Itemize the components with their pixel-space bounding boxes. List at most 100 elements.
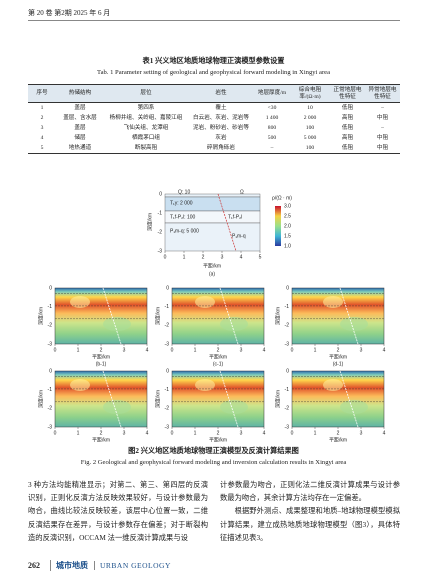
y-tick-label: -2 (48, 406, 53, 412)
table-cell: 低阻 (341, 104, 354, 111)
y-tick-label: 0 (49, 285, 52, 291)
anomaly (323, 379, 343, 391)
panel-label: (b-1) (96, 361, 107, 367)
x-tick-label: 2 (100, 347, 103, 353)
x-tick-label: 1 (183, 254, 186, 260)
inversion-image (291, 370, 385, 428)
table-cell: 储层 (74, 134, 86, 141)
table-cell: 杨柳井组、关岭组、嘉陵江组 (109, 114, 183, 121)
x-tick-label: 1 (77, 347, 80, 353)
model-label: Q: 10 (178, 189, 190, 195)
x-axis-label: 平距/km (92, 437, 110, 443)
table-cell: 地热通道 (56, 143, 104, 154)
x-tick-label: 1 (77, 430, 80, 436)
table-cell: 5 000 (303, 134, 317, 141)
x-tick-label: 4 (146, 347, 149, 353)
journal-name-en: URBAN GEOLOGY (94, 561, 171, 570)
anomaly (195, 296, 215, 308)
y-tick-label: -2 (48, 323, 53, 329)
panel-label: (c-1) (213, 361, 224, 367)
y-tick-label: -2 (165, 323, 170, 329)
y-tick-label: -1 (285, 304, 290, 310)
colorbar-title: ρ/(Ω · m) (272, 195, 292, 201)
colorbar-tick-label: 2.0 (284, 223, 291, 229)
table-cell: 泥岩、粉砂岩、砂岩等 (193, 124, 249, 131)
figure-caption-en: Fig. 2 Geological and geophysical forwar… (80, 459, 347, 466)
x-tick-label: 1 (314, 347, 317, 353)
x-tick-label: 0 (54, 347, 57, 353)
y-tick-label: 0 (49, 368, 52, 374)
header-rule (28, 20, 400, 21)
x-tick-label: 5 (259, 254, 262, 260)
parameter-table: 序号 热储结构 层位 岩性 地层厚度/m 综合电阻率/(Ω·m) 正常地层电性特征 异常地层电… (28, 84, 400, 154)
x-tick-label: 4 (263, 347, 266, 353)
anomaly (103, 317, 131, 331)
table-cell: – (254, 143, 290, 154)
x-axis-label: 平距/km (203, 263, 221, 269)
table-cell: 碎屑角砾岩 (188, 143, 254, 154)
model-label: T₁f-P₂l: 100 (170, 214, 196, 220)
anomaly (195, 379, 215, 391)
y-tick-label: -3 (48, 341, 53, 347)
column-header: 综合电阻率/(Ω·m) (290, 84, 330, 103)
inversion-panel: 0 1 2 3 4 0 -1 -2 -3 深度/km 平距/km(d-1) (274, 285, 385, 367)
inversion-image (171, 370, 265, 428)
colorbar-tick-label: 3.0 (284, 203, 291, 209)
table-cell: 覆土 (215, 104, 227, 111)
table-cell: 盖层、含水层 (63, 114, 97, 121)
inversion-image (171, 287, 265, 345)
y-axis-label: 深度/km (274, 307, 281, 325)
y-tick-label: -1 (158, 210, 163, 216)
table-cell: 3 (40, 124, 44, 131)
table-cell: 高阻 (341, 134, 354, 141)
y-tick-label: -3 (165, 424, 170, 430)
inversion-image (291, 287, 385, 345)
table-cell: 10 (307, 104, 313, 111)
table-cell: <30 (267, 104, 277, 111)
colorbar (275, 206, 281, 246)
table-cell: 1 400 (265, 114, 279, 121)
fault-line (339, 370, 359, 428)
table-title-en: Tab. 1 Parameter setting of geological a… (97, 69, 330, 76)
y-axis-label: 深度/km (146, 213, 153, 231)
table-cell: 低阻 (341, 124, 354, 131)
y-tick-label: -2 (285, 323, 290, 329)
table-cell: 5 (28, 143, 56, 154)
running-header: 第 20 卷 第2期 2025 年 6 月 (28, 9, 111, 17)
x-tick-label: 4 (383, 430, 386, 436)
table-title: 表1 兴义地区地质地球物理正演模型参数设置 (142, 57, 285, 65)
journal-name: 城市地质 (50, 560, 88, 571)
y-tick-label: -3 (158, 248, 163, 254)
colorbar-tick-label: 2.5 (284, 213, 291, 219)
table-row: 3 盖层 飞仙关组、龙潭组 泥岩、粉砂岩、砂岩等 800 100 低阻 – (28, 123, 400, 133)
table-row: 1 盖层 第四系 覆土 <30 10 低阻 – (28, 103, 400, 114)
table-cell: 灰岩 (215, 134, 227, 141)
y-axis-label: 深度/km (37, 307, 44, 325)
fault-line (217, 193, 237, 252)
table-cell: 高阻 (341, 114, 354, 121)
anomaly (340, 317, 368, 331)
y-axis-label: 深度/km (274, 390, 281, 408)
table-cell: – (381, 124, 384, 131)
x-tick-label: 3 (360, 347, 363, 353)
x-tick-label: 0 (54, 430, 57, 436)
anomaly (70, 379, 90, 391)
x-axis-label: 平距/km (92, 354, 110, 360)
table-cell: 低阻 (330, 143, 365, 154)
table-cell: 1 (40, 104, 44, 111)
x-tick-label: 1 (194, 430, 197, 436)
table-wrap: 序号 热储结构 层位 岩性 地层厚度/m 综合电阻率/(Ω·m) 正常地层电性特征 异常地层电… (28, 84, 400, 154)
table-cell: 500 (267, 134, 277, 141)
panel-label: (d-1) (333, 361, 344, 367)
y-tick-label: 0 (286, 285, 289, 291)
column-header: 岩性 (188, 84, 254, 103)
model-label: Ω (240, 189, 244, 195)
y-tick-label: 0 (159, 191, 162, 197)
y-tick-label: -1 (48, 304, 53, 310)
table-row: 4 储层 栖霞茅口组 灰岩 500 5 000 高阻 中阻 (28, 133, 400, 143)
